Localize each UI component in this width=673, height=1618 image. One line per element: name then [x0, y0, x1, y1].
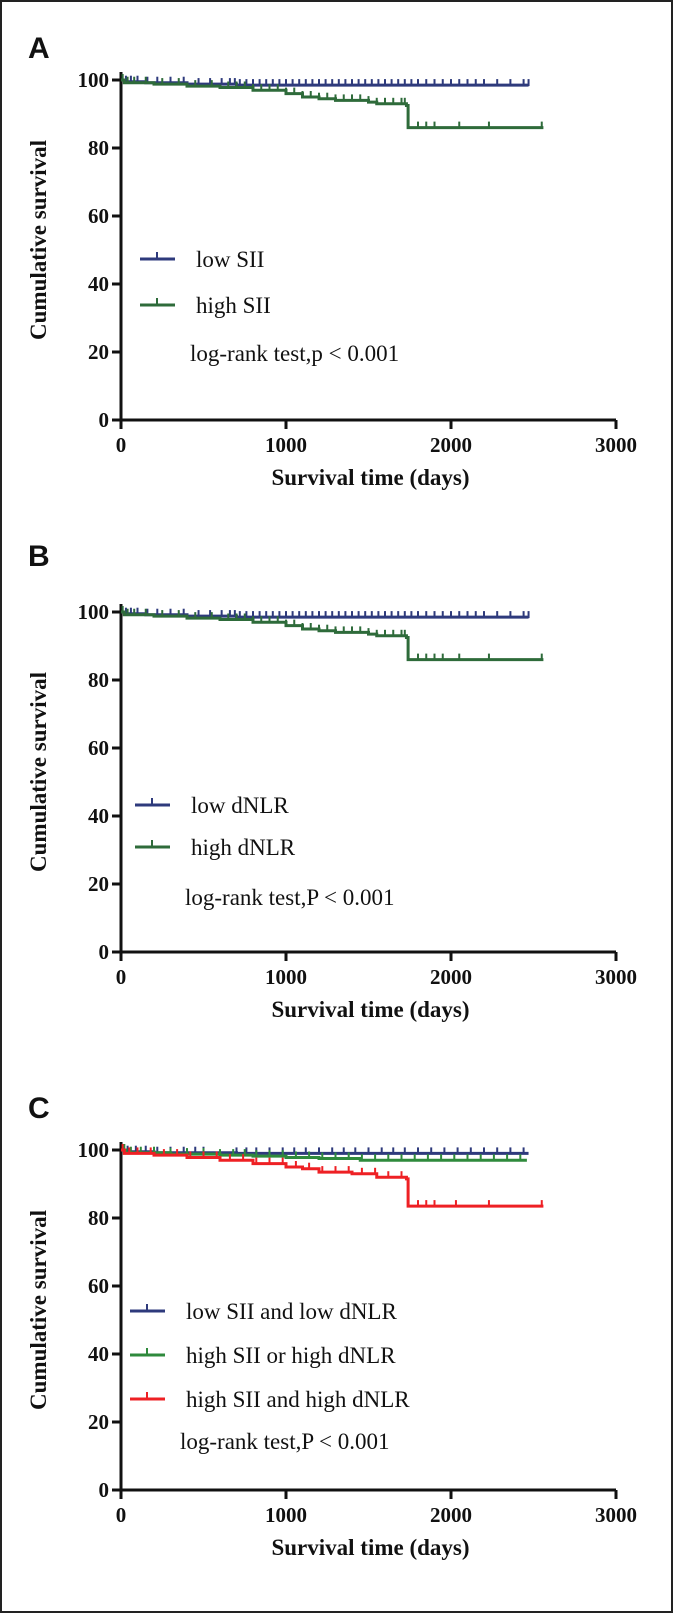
- y-tick-label: 20: [88, 340, 109, 364]
- x-tick-label: 3000: [595, 965, 637, 989]
- y-axis-title: Cumulative survival: [26, 140, 51, 340]
- y-tick-label: 80: [88, 1206, 109, 1230]
- legend-label: high SII or high dNLR: [186, 1343, 396, 1368]
- x-tick-label: 3000: [595, 1503, 637, 1527]
- log-rank-annotation: log-rank test,P < 0.001: [180, 1429, 390, 1454]
- x-axis-title: Survival time (days): [271, 1535, 469, 1560]
- y-tick-label: 40: [88, 804, 109, 828]
- x-tick-label: 2000: [430, 1503, 472, 1527]
- y-tick-label: 100: [78, 600, 110, 624]
- y-axis-title: Cumulative survival: [26, 1210, 51, 1410]
- y-tick-label: 40: [88, 1342, 109, 1366]
- y-tick-label: 80: [88, 668, 109, 692]
- x-tick-label: 1000: [265, 433, 307, 457]
- legend-label: low SII: [196, 247, 264, 272]
- panel-letter: B: [28, 540, 50, 573]
- y-tick-label: 0: [99, 408, 110, 432]
- x-axis-title: Survival time (days): [271, 465, 469, 490]
- x-tick-label: 3000: [595, 433, 637, 457]
- log-rank-annotation: log-rank test,P < 0.001: [185, 885, 395, 910]
- legend-label: high dNLR: [191, 835, 296, 860]
- x-axis-title: Survival time (days): [271, 997, 469, 1022]
- panel-letter: A: [28, 32, 50, 65]
- y-tick-label: 100: [78, 1138, 110, 1162]
- x-tick-label: 0: [116, 433, 127, 457]
- y-tick-label: 20: [88, 1410, 109, 1434]
- y-axis-title: Cumulative survival: [26, 672, 51, 872]
- x-tick-label: 1000: [265, 965, 307, 989]
- x-tick-label: 0: [116, 965, 127, 989]
- y-tick-label: 80: [88, 136, 109, 160]
- x-tick-label: 1000: [265, 1503, 307, 1527]
- log-rank-annotation: log-rank test,p < 0.001: [190, 341, 399, 366]
- legend-label: high SII and high dNLR: [186, 1387, 410, 1412]
- x-tick-label: 2000: [430, 965, 472, 989]
- y-tick-label: 60: [88, 1274, 109, 1298]
- legend-label: low dNLR: [191, 793, 289, 818]
- legend-label: high SII: [196, 293, 271, 318]
- y-tick-label: 100: [78, 68, 110, 92]
- x-tick-label: 0: [116, 1503, 127, 1527]
- panel-letter: C: [28, 1092, 50, 1125]
- y-tick-label: 60: [88, 736, 109, 760]
- x-tick-label: 2000: [430, 433, 472, 457]
- y-tick-label: 0: [99, 1478, 110, 1502]
- y-tick-label: 40: [88, 272, 109, 296]
- y-tick-label: 20: [88, 872, 109, 896]
- y-tick-label: 0: [99, 940, 110, 964]
- legend-label: low SII and low dNLR: [186, 1299, 397, 1324]
- y-tick-label: 60: [88, 204, 109, 228]
